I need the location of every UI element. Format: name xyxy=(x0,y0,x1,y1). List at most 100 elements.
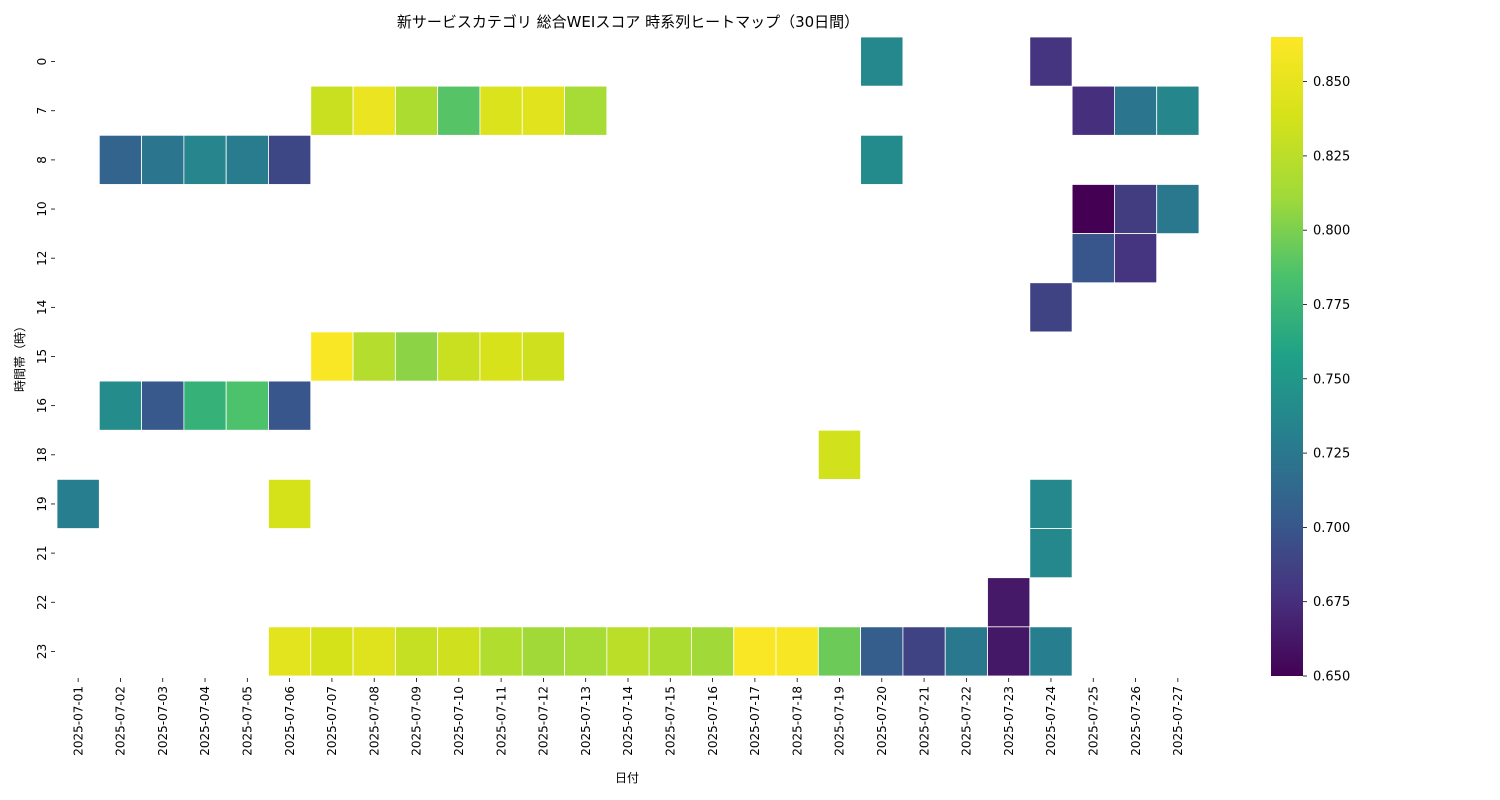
heatmap-cell xyxy=(352,626,396,677)
x-tick-label: 2025-07-25 xyxy=(1086,686,1100,756)
heatmap-cell xyxy=(1156,85,1200,136)
x-tick-label: 2025-07-03 xyxy=(156,686,170,756)
heatmap-cell xyxy=(606,626,650,677)
x-tick-label: 2025-07-22 xyxy=(960,686,974,756)
heatmap-cell xyxy=(987,577,1031,628)
x-tick-label: 2025-07-20 xyxy=(875,686,889,756)
x-tick-label: 2025-07-18 xyxy=(790,686,804,756)
heatmap-cell xyxy=(479,626,523,677)
heatmap-cell xyxy=(225,134,269,185)
heatmap-cell xyxy=(521,85,565,136)
colorbar xyxy=(1271,37,1303,676)
y-tick-label: 12 xyxy=(35,251,49,266)
heatmap-cell xyxy=(479,85,523,136)
heatmap-cell xyxy=(1071,85,1115,136)
heatmap-cell xyxy=(183,134,227,185)
x-tick-label: 2025-07-14 xyxy=(621,686,635,756)
heatmap-cell xyxy=(141,134,185,185)
x-tick-label: 2025-07-02 xyxy=(114,686,128,756)
y-tick-label: 7 xyxy=(35,107,49,115)
heatmap-cell xyxy=(1029,282,1073,333)
heatmap-cell xyxy=(98,134,142,185)
heatmap-cell xyxy=(1029,478,1073,529)
heatmap-cell xyxy=(310,626,354,677)
heatmap-cell xyxy=(268,478,312,529)
colorbar-tick-label: 0.675 xyxy=(1313,595,1350,610)
x-tick-label: 2025-07-24 xyxy=(1044,686,1058,756)
heatmap-cell xyxy=(141,380,185,431)
x-tick-label: 2025-07-06 xyxy=(283,686,297,756)
heatmap-cells xyxy=(56,36,1200,677)
chart-title: 新サービスカテゴリ 総合WEIスコア 時系列ヒートマップ（30日間） xyxy=(397,13,859,31)
heatmap-cell xyxy=(564,626,608,677)
x-tick-label: 2025-07-05 xyxy=(241,686,255,756)
colorbar-tick-label: 0.825 xyxy=(1313,149,1350,164)
heatmap-cell xyxy=(817,626,862,677)
heatmap-cell xyxy=(479,331,523,382)
heatmap-cell xyxy=(310,85,354,136)
y-tick-label: 0 xyxy=(35,58,49,66)
heatmap-cell xyxy=(1114,233,1158,284)
heatmap-cell xyxy=(860,626,904,677)
heatmap-cell xyxy=(691,626,735,677)
x-tick-label: 2025-07-08 xyxy=(367,686,381,756)
y-tick-label: 21 xyxy=(35,545,49,560)
colorbar-tick-label: 0.800 xyxy=(1313,224,1350,239)
heatmap-cell xyxy=(394,331,439,382)
heatmap-cell xyxy=(225,380,269,431)
x-tick-label: 2025-07-16 xyxy=(706,686,720,756)
heatmap-cell xyxy=(1029,626,1073,677)
heatmap-cell xyxy=(564,85,608,136)
colorbar-ticks: 0.650 0.675 0.700 0.725 0.750 0.775 0.800 0.825… xyxy=(1303,75,1350,685)
x-tick-label: 2025-07-26 xyxy=(1129,686,1143,756)
heatmap-cell xyxy=(98,380,142,431)
heatmap-cell xyxy=(1156,184,1200,235)
heatmap-cell xyxy=(183,380,227,431)
heatmap-cell xyxy=(944,626,988,677)
heatmap-cell xyxy=(437,331,481,382)
x-tick-label: 2025-07-11 xyxy=(494,686,508,756)
y-tick-label: 23 xyxy=(35,644,49,659)
heatmap-cell xyxy=(1114,85,1158,136)
x-tick-label: 2025-07-13 xyxy=(579,686,593,756)
heatmap-cell xyxy=(987,626,1031,677)
y-tick-label: 14 xyxy=(35,300,49,315)
x-tick-label: 2025-07-10 xyxy=(452,686,466,756)
heatmap-cell xyxy=(775,626,819,677)
x-tick-label: 2025-07-17 xyxy=(748,686,762,756)
heatmap-cell xyxy=(394,626,439,677)
x-tick-label: 2025-07-12 xyxy=(537,686,551,756)
y-tick-label: 18 xyxy=(35,447,49,462)
x-tick-label: 2025-07-01 xyxy=(71,686,85,756)
heatmap-cell xyxy=(437,626,481,677)
y-tick-label: 22 xyxy=(35,595,49,610)
heatmap-cell xyxy=(1071,233,1115,284)
x-tick-label: 2025-07-19 xyxy=(833,686,847,756)
colorbar-tick-label: 0.725 xyxy=(1313,447,1350,462)
colorbar-tick-label: 0.700 xyxy=(1313,521,1350,536)
x-axis-ticks: 2025-07-01 2025-07-02 2025-07-03 2025-07-04… xyxy=(71,678,1185,756)
y-tick-label: 10 xyxy=(35,201,49,216)
heatmap-cell xyxy=(1029,528,1073,579)
heatmap-cell xyxy=(860,134,904,185)
colorbar-tick-label: 0.775 xyxy=(1313,298,1350,313)
heatmap-cell xyxy=(310,331,354,382)
y-tick-label: 8 xyxy=(35,156,49,164)
heatmap-cell xyxy=(268,134,312,185)
heatmap-cell xyxy=(268,380,312,431)
heatmap-cell xyxy=(902,626,946,677)
x-axis-label: 日付 xyxy=(615,771,639,785)
x-tick-label: 2025-07-21 xyxy=(917,686,931,756)
heatmap-cell xyxy=(1114,184,1158,235)
heatmap-cell xyxy=(437,85,481,136)
y-axis-label: 時間帯（時） xyxy=(13,320,27,392)
heatmap-cell xyxy=(817,429,862,480)
y-axis-ticks: 0 7 8 10 12 14 15 16 18 19 21 22 23 xyxy=(35,58,55,659)
heatmap-cell xyxy=(352,331,396,382)
heatmap-cell xyxy=(352,85,396,136)
x-tick-label: 2025-07-09 xyxy=(410,686,424,756)
colorbar-tick-label: 0.850 xyxy=(1313,75,1350,90)
y-tick-label: 15 xyxy=(35,349,49,364)
y-tick-label: 16 xyxy=(35,398,49,413)
